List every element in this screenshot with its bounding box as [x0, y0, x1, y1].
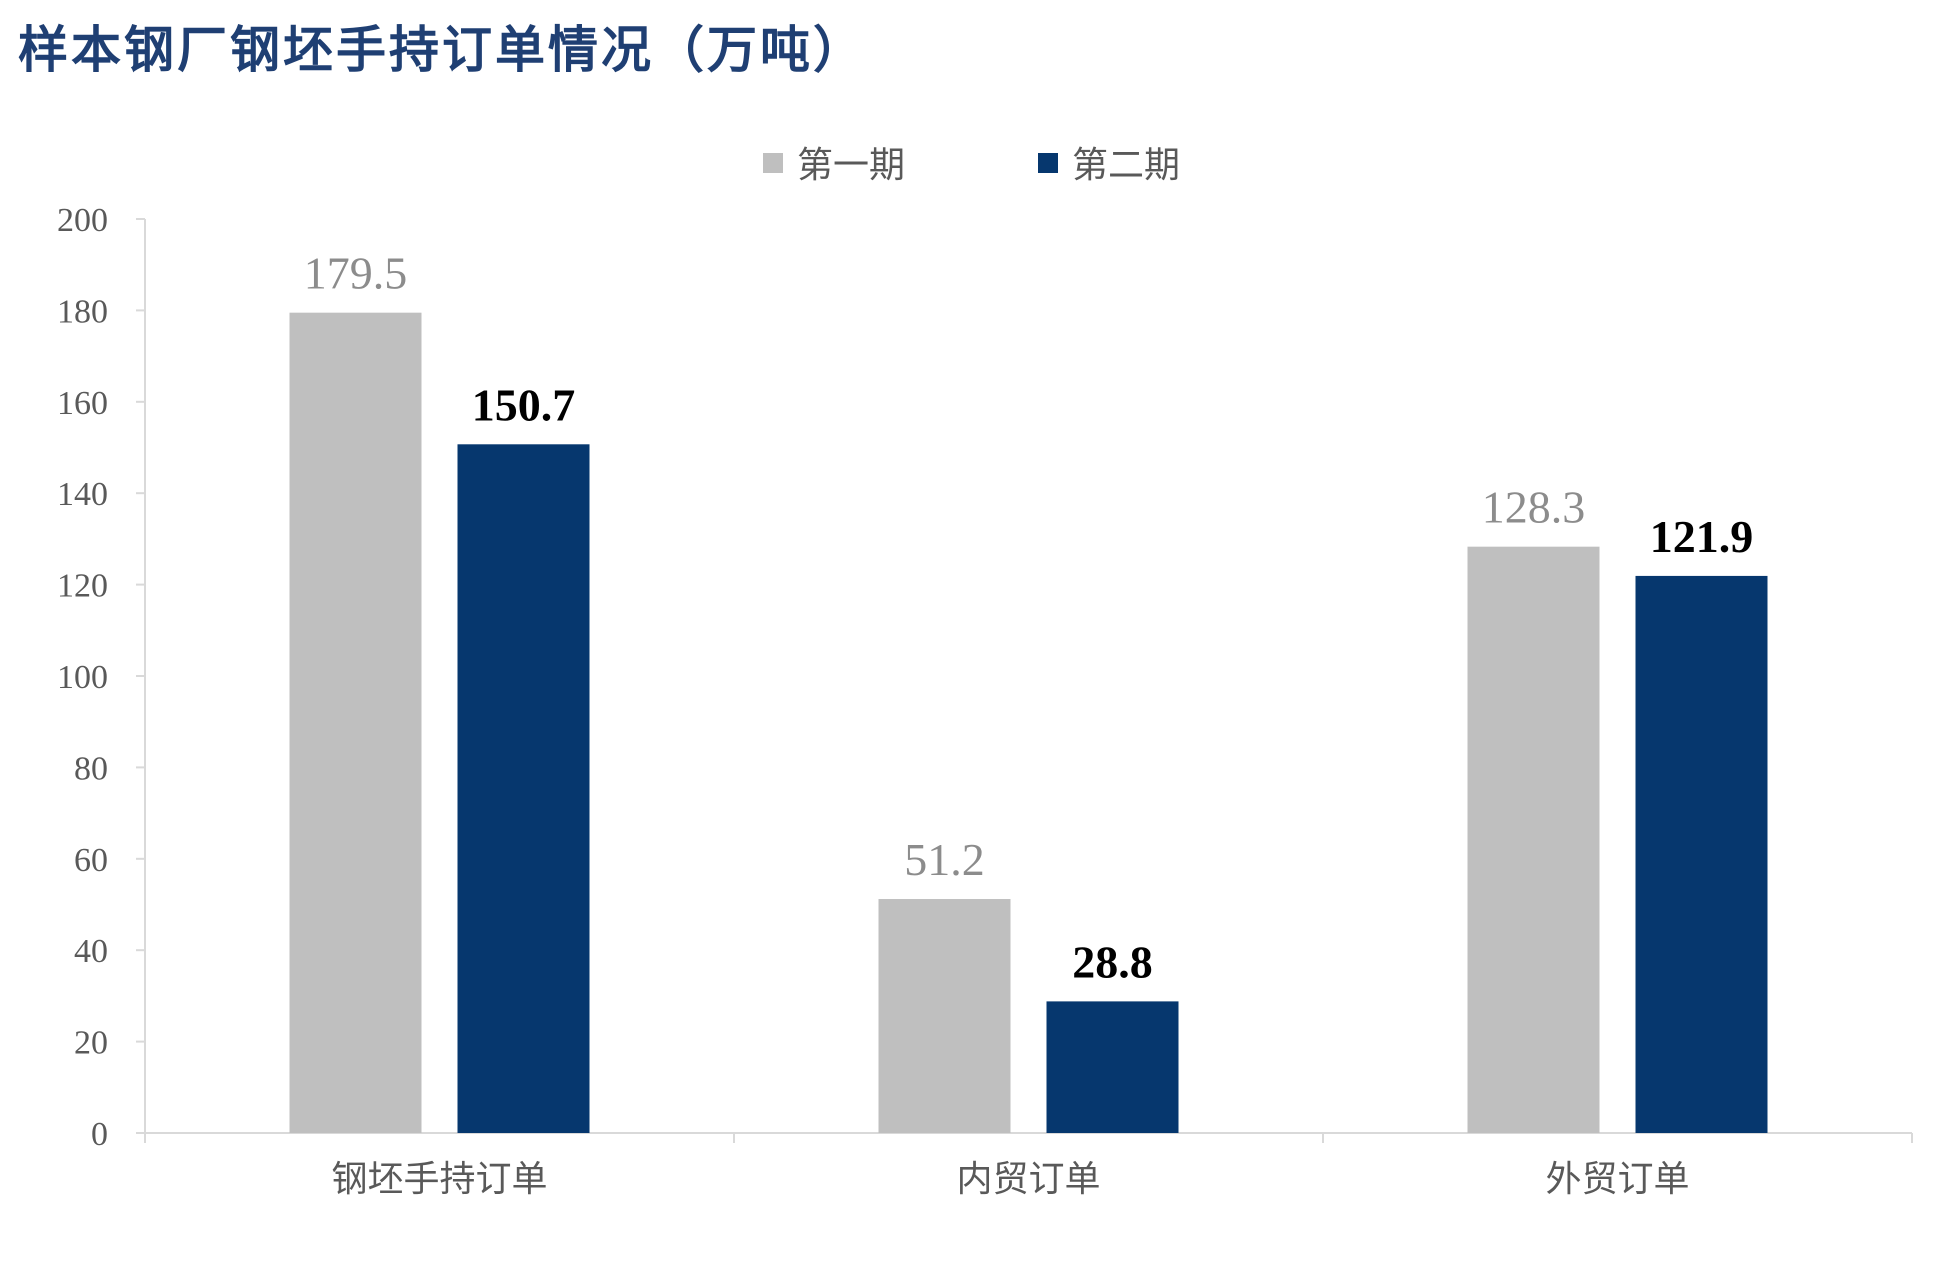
- legend: 第一期 第二期: [763, 145, 1180, 186]
- y-tick-label: 60: [74, 842, 108, 879]
- y-tick-label: 120: [57, 568, 108, 605]
- y-tick-label: 180: [57, 293, 108, 330]
- y-tick-label: 140: [57, 476, 108, 513]
- x-category-label: 外贸订单: [1545, 1159, 1689, 1200]
- bar: [1467, 546, 1600, 1133]
- bar: [1046, 1001, 1179, 1133]
- legend-label: 第一期: [797, 145, 905, 186]
- legend-swatch: [1038, 153, 1058, 173]
- bar: [457, 444, 590, 1133]
- bar: [289, 312, 422, 1133]
- data-label: 28.8: [1072, 936, 1153, 987]
- x-axis: 钢坯手持订单 内贸订单 外贸订单: [144, 1132, 1913, 1200]
- y-axis: 0 20 40 60 80 100 120 140 160 180 200: [57, 202, 146, 1153]
- bar: [1635, 575, 1768, 1133]
- y-tick-label: 20: [74, 1025, 108, 1062]
- y-tick-label: 160: [57, 385, 108, 422]
- data-label: 150.7: [472, 379, 576, 430]
- y-tick-label: 80: [74, 750, 108, 787]
- y-tick-label: 100: [57, 659, 108, 696]
- legend-label: 第二期: [1072, 145, 1180, 186]
- data-label: 121.9: [1650, 511, 1754, 562]
- y-tick-label: 40: [74, 933, 108, 970]
- y-tick-label: 200: [57, 202, 108, 239]
- data-label: 179.5: [304, 248, 408, 299]
- bar: [878, 899, 1011, 1133]
- data-label: 51.2: [904, 834, 985, 885]
- y-tick-label: 0: [91, 1116, 108, 1153]
- data-labels: 179.5 51.2 128.3 150.7 28.8 121.9: [304, 248, 1754, 988]
- x-category-label: 内贸订单: [956, 1159, 1100, 1200]
- legend-swatch: [763, 153, 783, 173]
- x-category-label: 钢坯手持订单: [331, 1159, 547, 1200]
- chart-title: 样本钢厂钢坯手持订单情况（万吨）: [18, 20, 866, 79]
- data-label: 128.3: [1482, 482, 1586, 533]
- bars: [289, 312, 1768, 1133]
